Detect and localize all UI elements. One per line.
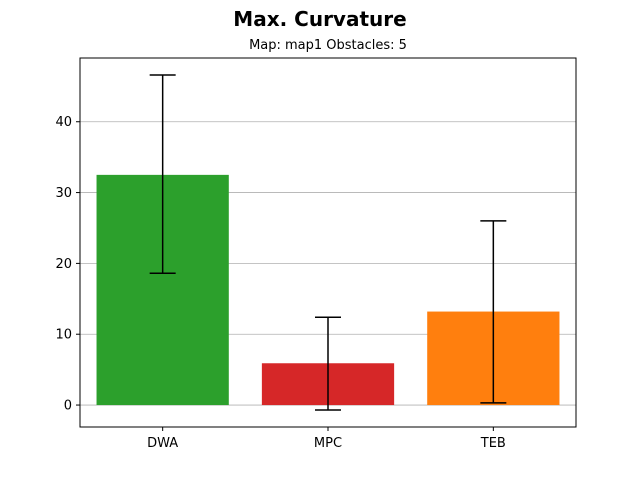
y-tick-label: 10 — [55, 328, 72, 343]
y-tick-label: 40 — [55, 115, 72, 130]
error-bars — [149, 74, 507, 411]
error-bar-mpc — [315, 316, 341, 411]
x-tick-label: TEB — [480, 436, 506, 451]
y-tick-label: 20 — [55, 257, 72, 272]
x-tick-label: MPC — [314, 436, 342, 451]
chart-subtitle: Map: map1 Obstacles: 5 — [249, 38, 407, 53]
x-tick-label: DWA — [147, 436, 178, 451]
error-bar-dwa — [149, 74, 176, 275]
chart-title: Max. Curvature — [233, 7, 406, 31]
y-axis-ticks: 0 10 20 30 40 — [55, 115, 80, 414]
error-bar-teb — [480, 220, 507, 404]
y-tick-label: 30 — [55, 186, 72, 201]
x-axis-ticks: DWA MPC TEB — [147, 427, 506, 451]
y-tick-label: 0 — [64, 399, 72, 414]
